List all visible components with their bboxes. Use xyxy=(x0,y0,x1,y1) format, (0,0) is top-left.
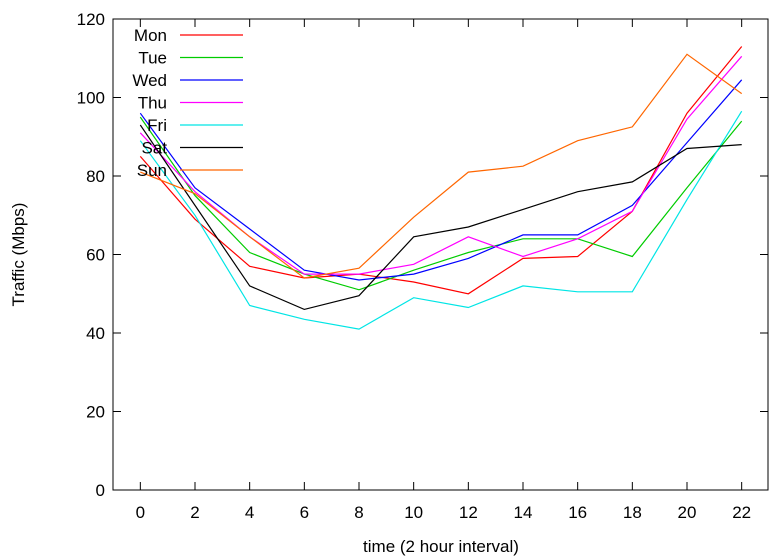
y-tick-label: 80 xyxy=(86,167,105,186)
y-tick-label: 20 xyxy=(86,403,105,422)
series-line-tue xyxy=(139,116,743,291)
x-tick-label: 4 xyxy=(245,503,254,522)
series-lines xyxy=(139,46,743,330)
x-tick-label: 14 xyxy=(514,503,533,522)
legend-label: Fri xyxy=(147,116,167,135)
x-tick-label: 0 xyxy=(136,503,145,522)
legend-label: Tue xyxy=(138,49,167,68)
x-tick-label: 16 xyxy=(568,503,587,522)
x-tick-label: 10 xyxy=(404,503,423,522)
x-tick-label: 20 xyxy=(678,503,697,522)
legend-label: Wed xyxy=(132,71,167,90)
x-tick-label: 2 xyxy=(190,503,199,522)
x-tick-label: 8 xyxy=(354,503,363,522)
y-tick-label: 100 xyxy=(77,89,105,108)
y-axis: 0 20 40 60 80 100 120 xyxy=(77,10,768,500)
x-axis-title: time (2 hour interval) xyxy=(363,537,519,556)
x-axis: 0 2 4 6 8 10 12 14 16 18 20 22 xyxy=(136,19,751,522)
series-line-thu xyxy=(139,55,743,275)
legend-label: Sat xyxy=(141,139,167,158)
y-tick-label: 40 xyxy=(86,324,105,343)
x-tick-label: 12 xyxy=(459,503,478,522)
series-line-fri xyxy=(139,110,743,330)
series-line-sun xyxy=(140,53,743,279)
y-tick-label: 0 xyxy=(96,481,105,500)
y-tick-label: 120 xyxy=(77,10,105,29)
x-tick-label: 22 xyxy=(732,503,751,522)
series-line-sat xyxy=(139,124,742,311)
legend-label: Sun xyxy=(137,161,167,180)
legend-label: Mon xyxy=(134,26,167,45)
y-axis-title: Traffic (Mbps) xyxy=(9,203,28,307)
plot-frame xyxy=(112,18,769,491)
legend-label: Thu xyxy=(138,94,167,113)
legend: Mon Tue Wed Thu Fri Sat Sun xyxy=(132,26,243,180)
x-tick-label: 18 xyxy=(623,503,642,522)
x-tick-label: 6 xyxy=(300,503,309,522)
y-tick-label: 60 xyxy=(86,246,105,265)
